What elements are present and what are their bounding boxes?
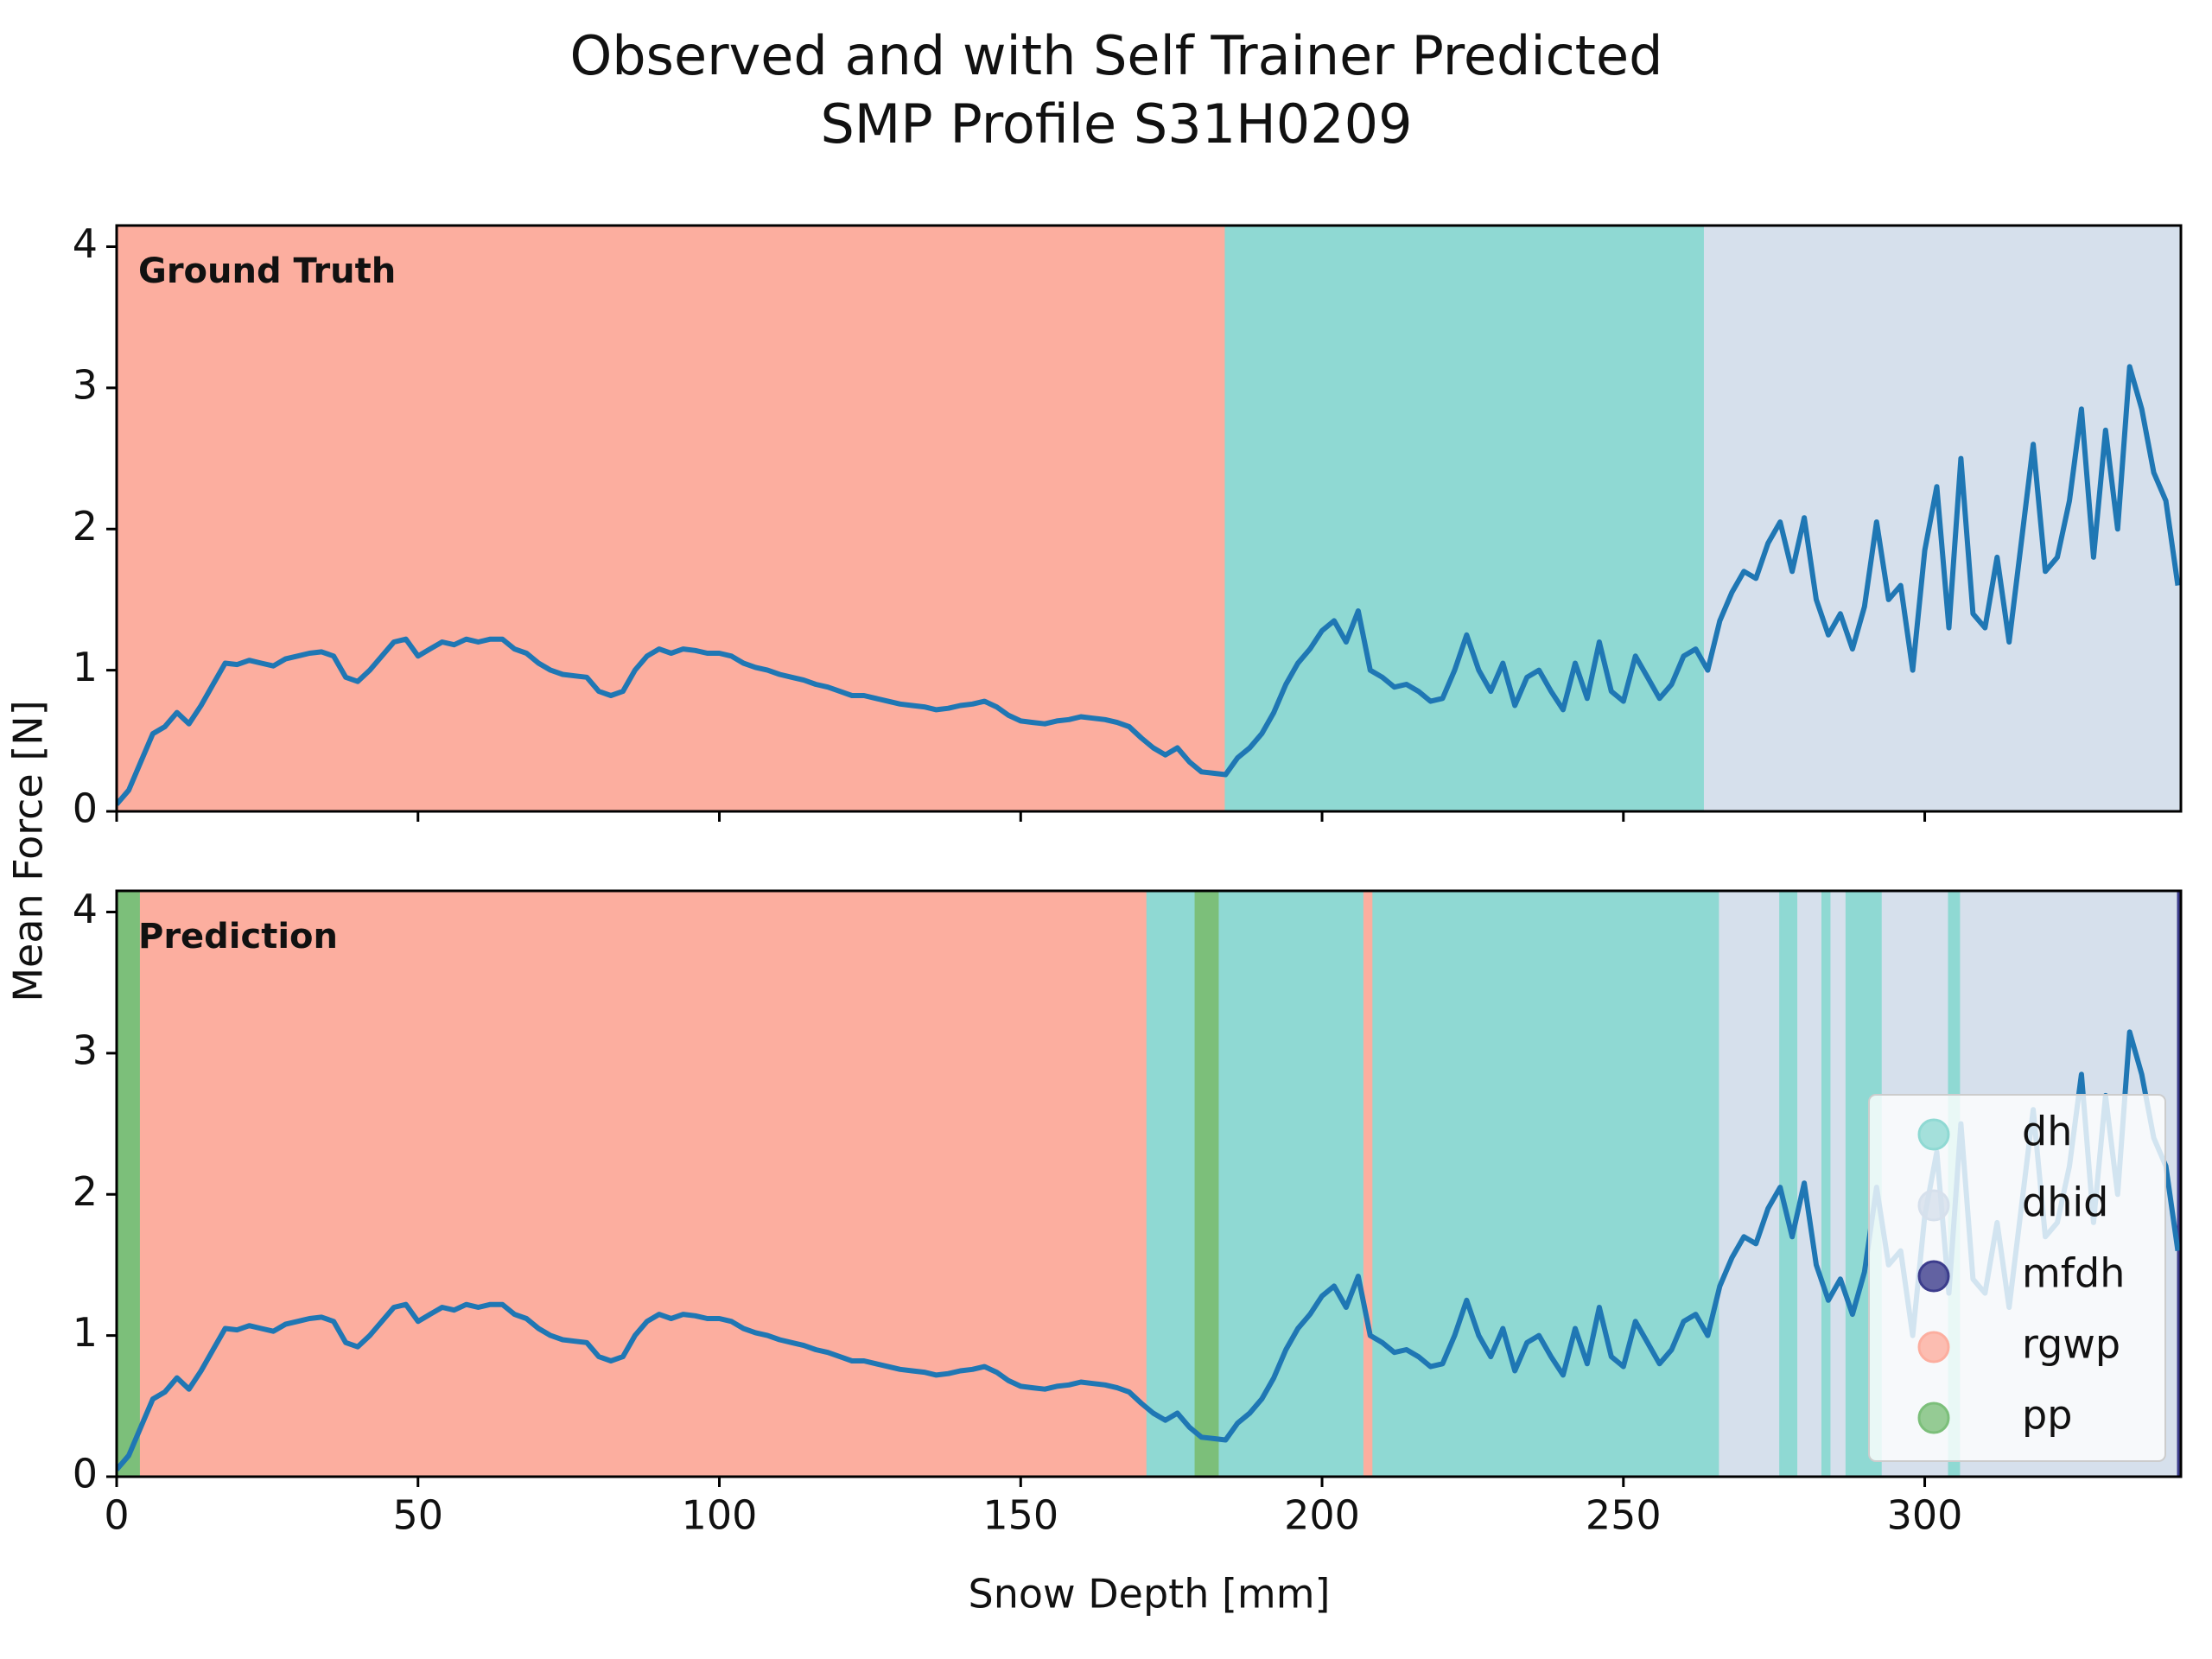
legend-label: dhid	[2022, 1179, 2108, 1226]
legend-marker	[1917, 1331, 1950, 1363]
class-span	[1830, 891, 1847, 1477]
force-line	[117, 364, 2181, 806]
y-tick-label: 1	[73, 1309, 98, 1356]
legend-marker	[1917, 1118, 1950, 1151]
panel-annotation: Prediction	[138, 917, 338, 957]
y-axis-label: Mean Force [N]	[5, 700, 52, 1001]
y-tick-label: 1	[73, 644, 98, 690]
x-tick-label: 50	[392, 1492, 443, 1539]
legend-marker	[1917, 1189, 1950, 1222]
x-tick-label: 300	[1887, 1492, 1963, 1539]
class-span	[1218, 891, 1365, 1477]
class-span	[117, 891, 142, 1477]
class-span	[1363, 891, 1375, 1477]
class-span	[1703, 226, 2181, 811]
x-axis-label: Snow Depth [mm]	[969, 1571, 1331, 1618]
x-tick-label: 250	[1586, 1492, 1662, 1539]
axes-frame	[115, 889, 2183, 1478]
y-tick-label: 4	[73, 220, 98, 267]
x-tick-label: 0	[104, 1492, 129, 1539]
force-line	[117, 1029, 2181, 1471]
class-span	[1719, 891, 1782, 1477]
y-tick-label: 0	[73, 785, 98, 832]
legend-label: mfdh	[2022, 1250, 2125, 1297]
class-span	[117, 226, 1227, 811]
chart-title: SMP Profile S31H0209	[820, 92, 1412, 156]
class-span	[1146, 891, 1197, 1477]
y-tick-label: 0	[73, 1451, 98, 1497]
legend-marker	[1917, 1402, 1950, 1434]
legend-label: pp	[2022, 1392, 2072, 1439]
x-tick-label: 100	[682, 1492, 758, 1539]
legend-label: rgwp	[2022, 1321, 2120, 1368]
legend-label: dh	[2022, 1109, 2072, 1155]
x-tick-label: 200	[1284, 1492, 1360, 1539]
y-tick-label: 2	[73, 503, 98, 550]
x-tick-label: 150	[982, 1492, 1058, 1539]
class-span	[1224, 226, 1706, 811]
chart-title: Observed and with Self Trainer Predicted	[569, 24, 1662, 87]
y-tick-label: 2	[73, 1168, 98, 1215]
class-span	[2177, 891, 2181, 1477]
class-span	[1821, 891, 1833, 1477]
class-span	[1194, 891, 1221, 1477]
panel-annotation: Ground Truth	[138, 251, 396, 291]
y-tick-label: 3	[73, 1027, 98, 1073]
axes-frame	[115, 224, 2183, 813]
y-tick-label: 3	[73, 361, 98, 408]
class-span	[1372, 891, 1721, 1477]
plot-area	[117, 226, 2181, 811]
legend-marker	[1917, 1260, 1950, 1293]
y-tick-label: 4	[73, 886, 98, 932]
legend-box	[1868, 1094, 2166, 1462]
class-span	[1779, 891, 1800, 1477]
class-span	[139, 891, 1148, 1477]
